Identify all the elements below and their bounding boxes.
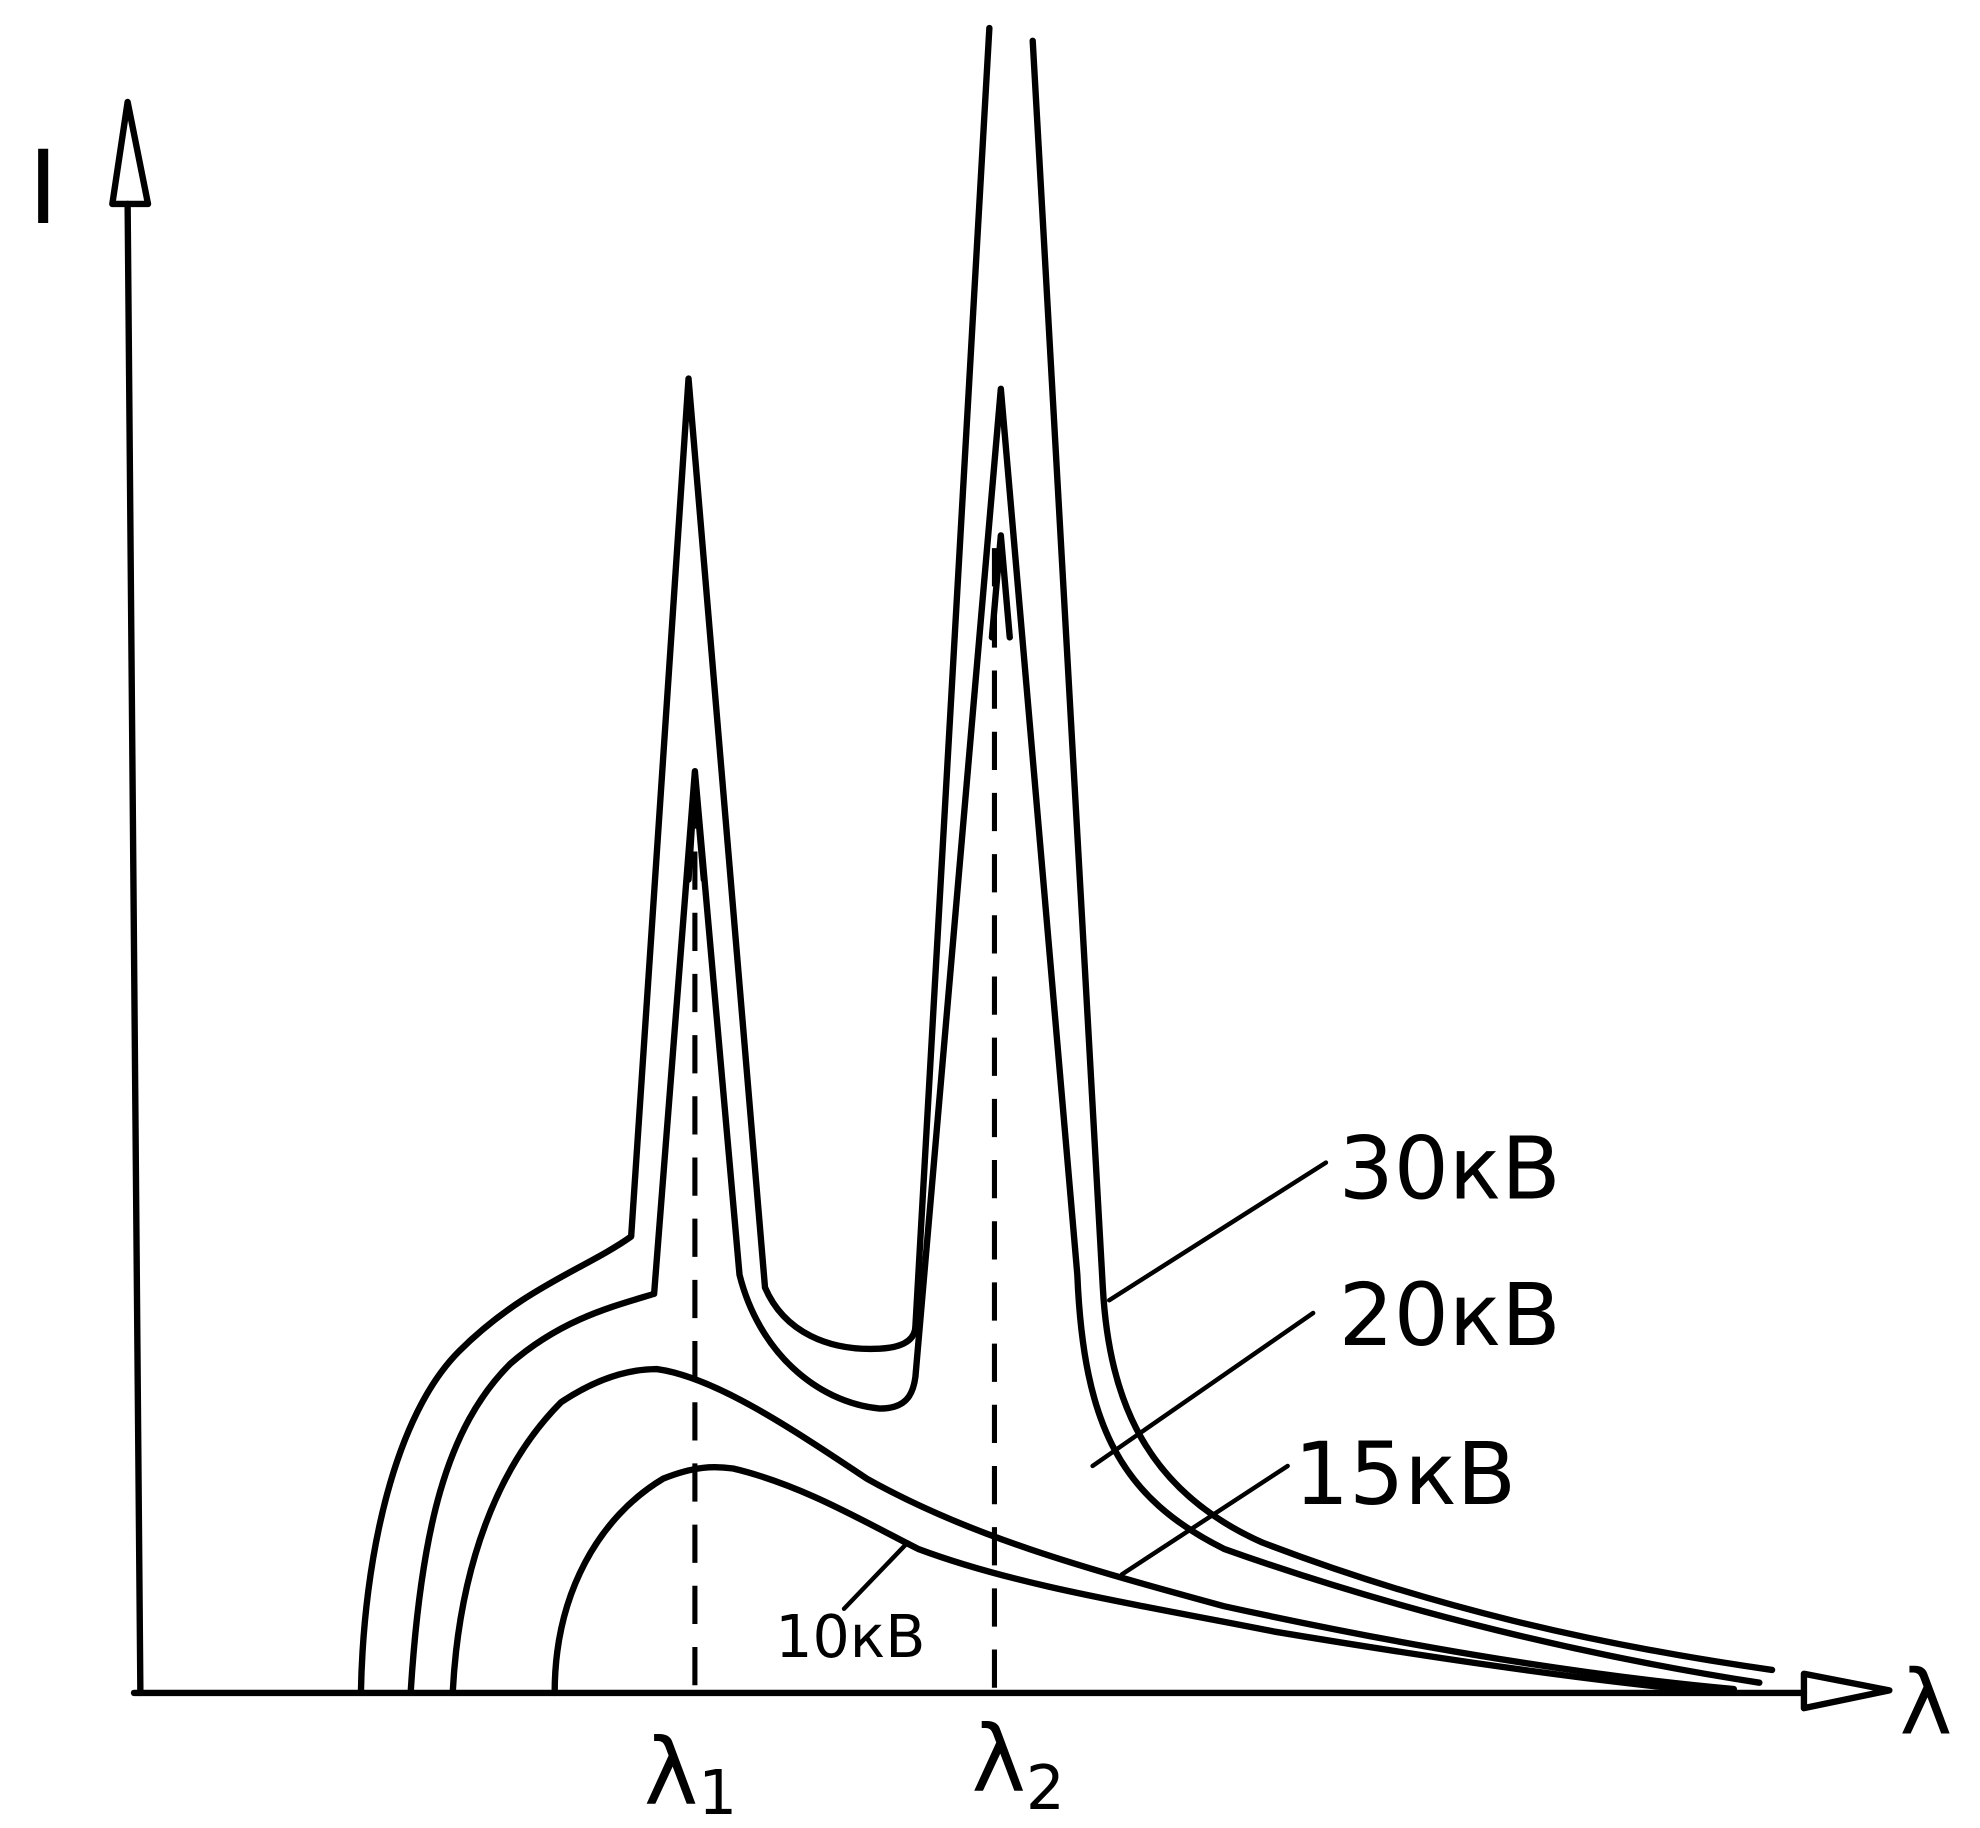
leader-line xyxy=(1119,1463,1290,1577)
leader-line xyxy=(1106,1160,1329,1303)
curve-label: 30кВ xyxy=(1339,1119,1561,1219)
curve-30kv xyxy=(357,24,993,1697)
curve-15kv xyxy=(449,1365,1738,1697)
marker-label: λ2 xyxy=(972,1706,1065,1824)
marker-symbol: λ xyxy=(972,1706,1026,1813)
curve-10kv xyxy=(551,1464,1725,1697)
curve-label: 10кВ xyxy=(775,1603,925,1671)
y-axis xyxy=(124,200,144,1697)
leader-line xyxy=(1090,1310,1316,1469)
marker-subscript: 1 xyxy=(698,1758,737,1828)
marker-subscript: 2 xyxy=(1026,1753,1065,1824)
curve-30kv xyxy=(1029,37,1776,1674)
y-axis-arrow xyxy=(109,98,152,208)
marker-label: λ1 xyxy=(644,1719,737,1828)
spike-inner xyxy=(988,532,1013,641)
curve-label: 15кВ xyxy=(1294,1425,1516,1525)
leader-line xyxy=(841,1540,911,1611)
x-axis-arrow xyxy=(1800,1670,1893,1712)
x-axis-label: λ xyxy=(1900,1652,1953,1756)
curve-label: 20кВ xyxy=(1339,1266,1561,1366)
marker-symbol: λ xyxy=(644,1719,698,1826)
spike-inner xyxy=(685,774,708,883)
curve-20kv xyxy=(407,385,1763,1697)
y-axis-label: I xyxy=(28,129,58,248)
